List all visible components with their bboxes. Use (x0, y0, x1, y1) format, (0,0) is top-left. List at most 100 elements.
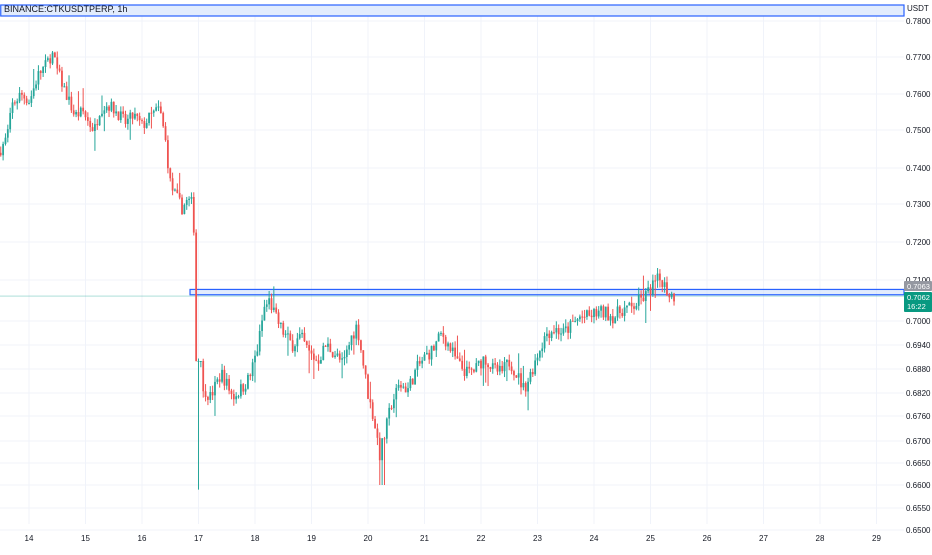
candle-body (378, 437, 381, 461)
candle-body (268, 298, 271, 305)
candle-body (623, 307, 626, 316)
candle-body (647, 287, 650, 292)
candle-body (4, 137, 7, 144)
price-tick-label: 0.7700 (906, 53, 931, 62)
candle-body (2, 143, 5, 156)
candle-body (341, 358, 344, 360)
candle-body (449, 343, 452, 352)
candle-body (376, 428, 379, 438)
candle-body (435, 341, 438, 351)
candle-body (279, 322, 282, 324)
price-tick-label: 0.6760 (906, 412, 931, 421)
candle-body (531, 372, 534, 375)
candle-body (388, 407, 391, 419)
candle-body (609, 316, 612, 321)
candle-body (574, 321, 577, 323)
candle-body (65, 86, 68, 100)
candle-body (433, 345, 435, 351)
candle-body (308, 345, 311, 351)
candle-body (315, 359, 318, 361)
candle-body (150, 112, 153, 114)
candle-body (442, 333, 445, 337)
candle-body (195, 232, 198, 361)
candle-body (35, 84, 37, 89)
candle-body (454, 347, 457, 357)
candle-body (473, 369, 475, 372)
candle-body (155, 107, 158, 111)
candle-body (456, 356, 459, 359)
candle-body (171, 178, 174, 191)
candle-body (640, 294, 642, 298)
candle-body (444, 336, 447, 347)
candle-body (46, 58, 49, 61)
candle-body (122, 111, 125, 114)
resistance-zone (189, 288, 905, 296)
candle-body (105, 106, 108, 111)
price-tick-label: 0.7200 (906, 238, 931, 247)
grid-layer (0, 16, 904, 531)
candle-body (23, 94, 26, 99)
candle-body (124, 113, 127, 124)
symbol-label[interactable]: BINANCE:CTKUSDTPERP, 1h (4, 4, 128, 14)
candle-body (230, 390, 233, 394)
candle-body (207, 396, 209, 400)
candle-body (586, 310, 588, 317)
candle-body (225, 378, 228, 386)
candle-body (430, 345, 433, 360)
candle-body (345, 349, 348, 357)
candle-body (228, 378, 231, 391)
candle-body (536, 357, 539, 361)
candle-body (232, 393, 235, 400)
candle-body (91, 127, 94, 131)
price-tick-label: 0.6650 (906, 459, 931, 468)
candle-body (138, 116, 141, 121)
candle-body (498, 365, 501, 372)
candle-body (369, 398, 372, 403)
time-tick-label: 25 (646, 534, 655, 543)
candle-body (134, 113, 136, 119)
time-tick-label: 20 (364, 534, 373, 543)
candle-body (569, 320, 572, 333)
candle-body (489, 367, 492, 369)
candle-body (110, 101, 113, 111)
candle-body (409, 378, 412, 389)
candle-body (350, 335, 353, 346)
candle-body (296, 338, 299, 347)
candle-body (564, 326, 567, 329)
candle-body (383, 438, 386, 440)
time-tick-label: 26 (703, 534, 712, 543)
candle-body (588, 310, 591, 316)
candle-body (282, 322, 285, 335)
candle-body (673, 293, 675, 302)
candle-body (289, 333, 292, 341)
candle-body (42, 67, 45, 74)
top-zone (0, 4, 905, 17)
candle-body (51, 52, 54, 64)
candle-body (44, 60, 47, 68)
candle-body (327, 343, 329, 347)
price-axis[interactable]: 0.7800 0.7700 0.7600 0.7500 0.7400 0.7300 0.72… (906, 17, 931, 535)
candle-body (343, 356, 346, 359)
candle-body (371, 402, 374, 419)
candle-body (491, 363, 494, 369)
candle-body (49, 58, 52, 64)
candle-body (503, 362, 506, 372)
candle-body (256, 351, 259, 356)
candle-body (534, 360, 537, 375)
candle-body (541, 348, 544, 352)
time-tick-label: 15 (81, 534, 90, 543)
candle-body (75, 112, 77, 115)
candle-body (254, 355, 256, 363)
price-tick-label: 0.7100 (906, 276, 931, 285)
candle-body (501, 365, 504, 372)
candle-body (162, 113, 165, 127)
time-axis[interactable]: 14 15 16 17 18 19 20 21 22 23 24 25 26 27 28 29 (25, 534, 882, 543)
last-price-tag (904, 292, 932, 312)
candle-body (550, 332, 553, 338)
candle-body (385, 418, 388, 439)
candle-body (461, 360, 464, 369)
candle-layer (0, 50, 675, 490)
candle-body (244, 388, 247, 392)
